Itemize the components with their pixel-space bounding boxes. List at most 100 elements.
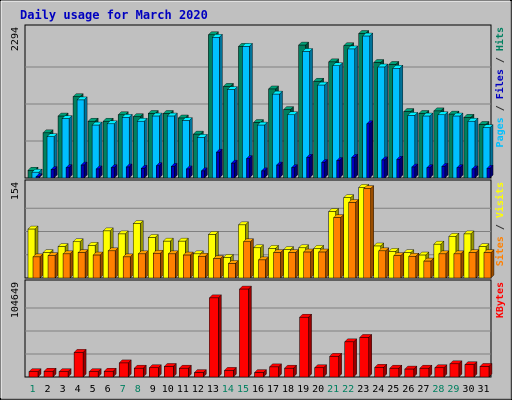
x-tick-label-day: 5: [90, 384, 96, 395]
kbytes-bar-face: [329, 356, 339, 378]
sites-bar: [258, 256, 269, 279]
kbytes-bar-face: [194, 372, 204, 378]
kbytes-bar-face: [73, 352, 84, 378]
sites-bar-face: [408, 256, 417, 279]
x-tick-label-day: 2: [45, 384, 51, 395]
kbytes-bar-face: [179, 367, 189, 378]
sites-bar-side: [205, 252, 209, 279]
files-bar-face: [182, 120, 190, 179]
files-bar-face: [136, 120, 145, 179]
x-tick-label-day: 24: [372, 384, 384, 395]
sites-bar-face: [77, 252, 86, 279]
sites-bar-side: [475, 249, 480, 279]
pages-bar-face: [216, 151, 220, 179]
x-tick-label-day: 25: [387, 384, 399, 395]
kbytes-bar: [254, 369, 267, 378]
x-tick-label-day: 13: [207, 384, 219, 395]
sites-bar-face: [468, 252, 477, 279]
sites-bar: [408, 252, 420, 279]
pages-bar-side: [354, 153, 358, 179]
sites-bar: [288, 249, 300, 279]
x-tick-label-day: 7: [120, 384, 126, 395]
pages-bar: [441, 162, 449, 179]
files-bar-face: [317, 84, 325, 179]
pages-bar: [245, 155, 253, 179]
kbytes-bar: [28, 368, 42, 378]
files-bar-face: [332, 65, 340, 179]
sites-bar-side: [370, 185, 374, 279]
sites-bar-side: [69, 250, 74, 279]
sites-bar-face: [32, 256, 41, 279]
kbytes-bar-face: [269, 366, 279, 378]
x-tick-label-day: 3: [60, 384, 66, 395]
kbytes-bar-face: [434, 367, 445, 378]
pages-bar: [95, 165, 103, 179]
pages-bar-face: [381, 159, 385, 179]
sites-bar: [273, 249, 284, 279]
sites-bar: [107, 247, 119, 279]
kbytes-bar-face: [449, 363, 460, 378]
sites-bar-side: [340, 214, 344, 279]
sites-bar-side: [385, 247, 389, 279]
kbytes-bar-side: [82, 348, 87, 378]
sites-bar-face: [258, 259, 266, 279]
kbytes-bar: [359, 333, 373, 378]
kbytes-bar-face: [389, 367, 400, 378]
files-bar: [272, 90, 283, 179]
kbytes-bar-face: [43, 371, 54, 378]
x-tick-label-day: 16: [252, 384, 264, 395]
files-bar-face: [257, 124, 265, 179]
sites-bar-side: [460, 250, 465, 279]
kbytes-bar-face: [103, 371, 114, 378]
sites-bar-face: [198, 256, 206, 279]
pages-bar-face: [486, 168, 491, 179]
kbytes-bar-side: [218, 294, 222, 378]
pages-bar: [35, 173, 43, 179]
pages-bar: [396, 155, 404, 179]
kbytes-bar-face: [374, 367, 384, 378]
files-bar-face: [46, 136, 55, 179]
sites-bar: [468, 249, 480, 279]
sites-bar-side: [190, 251, 194, 279]
kbytes-bar-side: [308, 313, 312, 378]
pages-bar-side: [159, 162, 163, 179]
files-bar-face: [287, 114, 295, 179]
kbytes-bar: [223, 366, 237, 378]
legend-entry: /: [495, 51, 506, 69]
kbytes-bar: [43, 367, 57, 378]
files-bar-face: [452, 115, 461, 179]
x-tick-label-day: 12: [192, 384, 204, 395]
kbytes-bar-face: [209, 297, 219, 378]
sites-bar: [92, 251, 104, 279]
kbytes-bar-side: [458, 360, 463, 378]
panel-visits-legend: Sites / Visits: [494, 182, 506, 266]
sites-bar-face: [273, 252, 281, 279]
x-tick-label-day: 17: [267, 384, 279, 395]
sites-bar: [62, 250, 74, 279]
pages-bar: [65, 164, 73, 179]
kbytes-bar: [299, 313, 313, 378]
files-bar-face: [362, 35, 370, 179]
files-bar-face: [422, 115, 431, 179]
kbytes-bar-face: [284, 367, 294, 378]
sites-bar-side: [310, 248, 314, 279]
pages-bar-face: [65, 167, 70, 179]
x-tick-label-day: 20: [312, 384, 324, 395]
files-bar-face: [467, 120, 476, 179]
pages-bar: [411, 163, 419, 179]
kbytes-bar: [193, 369, 207, 378]
sites-bar-face: [348, 202, 356, 279]
pages-bar-face: [291, 167, 295, 179]
x-tick-label-day: 14: [222, 384, 234, 395]
sites-bar-face: [228, 263, 236, 279]
pages-bar: [230, 159, 238, 179]
x-tick-label-day: 19: [297, 384, 309, 395]
sites-bar: [393, 252, 405, 279]
pages-bar: [170, 162, 178, 179]
visits-bar-face: [132, 223, 141, 279]
kbytes-bar-face: [344, 341, 354, 378]
kbytes-bar-face: [254, 372, 264, 378]
kbytes-bar-face: [299, 316, 309, 378]
files-bar-face: [407, 115, 416, 179]
files-bar: [467, 117, 479, 179]
